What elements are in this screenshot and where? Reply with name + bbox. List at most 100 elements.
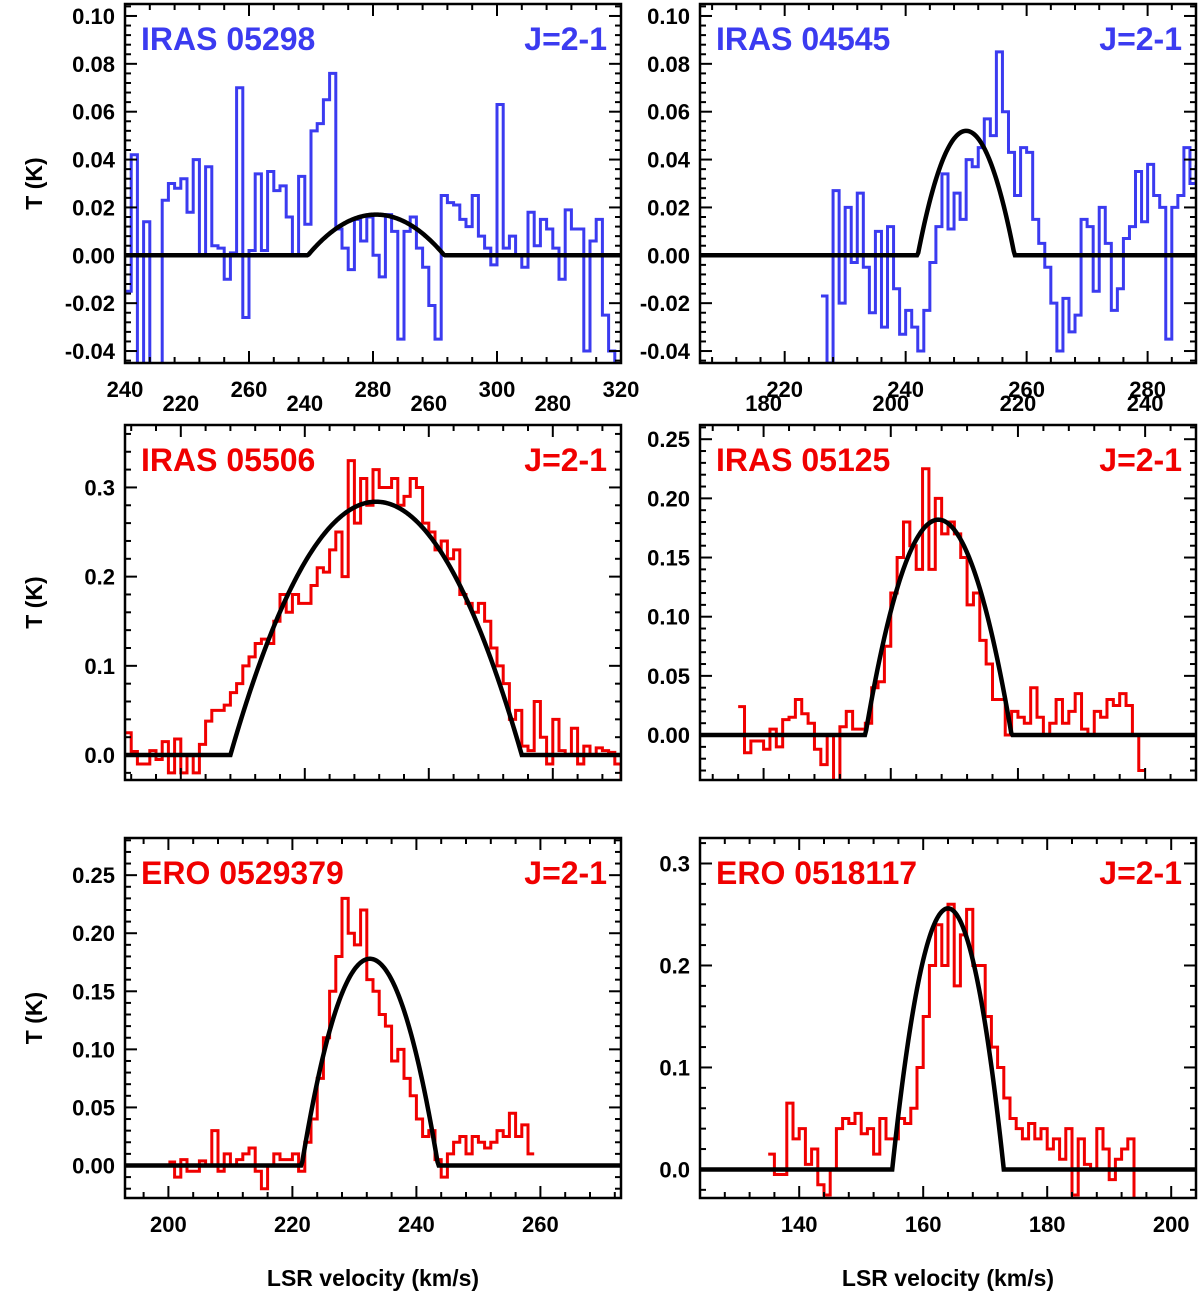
transition-label: J=2-1: [524, 442, 607, 478]
panel-title: IRAS 04545: [716, 21, 890, 57]
fit-curve: [700, 906, 1196, 1172]
x-axis-title: LSR velocity (km/s): [267, 1265, 479, 1291]
y-tick-label: 0.08: [72, 52, 115, 77]
panel-1: -0.04 -0.02 0.00 0.02 0.04 0.06 0.08 0.10 240 260…: [21, 2, 640, 402]
x-tick-label: 200: [150, 1212, 187, 1237]
plot-frame: [123, 836, 623, 1200]
fit-curve: [700, 128, 1196, 258]
x-tick-label: 220: [274, 1212, 311, 1237]
y-tick-label: 0.2: [84, 565, 115, 590]
x-tick-label: 220: [162, 391, 199, 416]
y-tick-label: 0.1: [659, 1055, 690, 1080]
panel-title: IRAS 05506: [141, 442, 315, 478]
x-tick-label: 260: [410, 391, 447, 416]
transition-label: J=2-1: [524, 855, 607, 891]
y-tick-label: 0.20: [647, 486, 690, 511]
x-tick-label: 280: [355, 377, 392, 402]
panel-title: IRAS 05298: [141, 21, 315, 57]
y-tick-label: 0.0: [84, 743, 115, 768]
x-tick-label: 240: [1127, 391, 1164, 416]
transition-label: J=2-1: [524, 21, 607, 57]
x-tick-label: 260: [522, 1212, 559, 1237]
y-tick-label: 0.15: [72, 979, 115, 1004]
x-tick-label: 220: [766, 377, 803, 402]
panel-title: ERO 0529379: [141, 855, 344, 891]
spectrum-series: [125, 71, 617, 363]
x-tick-label: 240: [286, 391, 323, 416]
plot-frame: [698, 2, 1198, 365]
plot-frame: [123, 423, 623, 782]
x-tick-label: 180: [745, 391, 782, 416]
y-tick-label: 0.10: [72, 1037, 115, 1062]
x-tick-label: 160: [905, 1212, 942, 1237]
spectrum-series: [820, 50, 1196, 363]
plot-area: [700, 902, 1196, 1198]
x-axis-title: LSR velocity (km/s): [842, 1265, 1054, 1291]
panel-title: IRAS 05125: [716, 442, 890, 478]
y-tick-label: 0.0: [659, 1157, 690, 1182]
y-axis-title: T (K): [21, 157, 47, 209]
spectrum-series: [125, 459, 621, 780]
y-tick-label: 0.15: [647, 546, 690, 571]
y-tick-label: 0.00: [647, 243, 690, 268]
plot-frame: [698, 423, 1198, 782]
x-tick-label: 240: [887, 377, 924, 402]
x-tick-label: 260: [1008, 377, 1045, 402]
y-tick-label: 0.2: [659, 953, 690, 978]
y-tick-label: -0.04: [65, 339, 116, 364]
panel-5: 0.00 0.05 0.10 0.15 0.20 0.25 200 220 240 260 T (K…: [21, 836, 623, 1291]
x-tick-label: 280: [1129, 377, 1166, 402]
y-tick-label: 0.00: [72, 243, 115, 268]
y-tick-label: 0.06: [647, 100, 690, 125]
y-tick-label: 0.10: [647, 4, 690, 29]
x-tick-label: 280: [534, 391, 571, 416]
y-tick-label: 0.25: [647, 427, 690, 452]
x-tick-label: 140: [781, 1212, 818, 1237]
x-tick-label: 200: [872, 391, 909, 416]
y-tick-label: 0.06: [72, 100, 115, 125]
transition-label: J=2-1: [1099, 442, 1182, 478]
plot-area: [700, 467, 1196, 780]
x-tick-label: 240: [107, 377, 144, 402]
x-tick-label: 180: [1029, 1212, 1066, 1237]
fit-curve: [125, 499, 621, 758]
panel-2: -0.04 -0.02 0.00 0.02 0.04 0.06 0.08 0.10 220 240…: [640, 2, 1198, 402]
y-tick-label: 0.3: [84, 475, 115, 500]
plot-area: [125, 459, 621, 780]
plot-area: [125, 896, 621, 1191]
spectrum-series: [738, 467, 1146, 780]
plot-area: [125, 71, 621, 363]
y-tick-label: -0.02: [640, 291, 690, 316]
x-tick-label: 200: [1153, 1212, 1190, 1237]
y-tick-label: -0.04: [640, 339, 691, 364]
transition-label: J=2-1: [1099, 855, 1182, 891]
y-tick-label: 0.08: [647, 52, 690, 77]
y-tick-label: 0.00: [647, 723, 690, 748]
y-tick-label: 0.10: [647, 605, 690, 630]
y-tick-label: 0.20: [72, 921, 115, 946]
transition-label: J=2-1: [1099, 21, 1182, 57]
fit-curve: [125, 956, 621, 1168]
y-tick-label: 0.02: [72, 195, 115, 220]
y-tick-label: -0.02: [65, 291, 115, 316]
panel-6: 0.0 0.1 0.2 0.3 140 160 180 200 LSR velocity (km…: [659, 836, 1198, 1291]
y-tick-label: 0.02: [647, 195, 690, 220]
panel-4: 0.00 0.05 0.10 0.15 0.20 0.25 180 200 220 240 IRAS…: [647, 391, 1198, 782]
fit-curve: [700, 517, 1196, 738]
panel-title: ERO 0518117: [716, 855, 917, 891]
y-tick-label: 0.25: [72, 863, 115, 888]
y-tick-label: 0.05: [72, 1095, 115, 1120]
y-tick-label: 0.04: [647, 148, 691, 173]
x-tick-label: 220: [1000, 391, 1037, 416]
y-axis-title: T (K): [21, 992, 47, 1044]
y-tick-label: 0.10: [72, 4, 115, 29]
x-tick-label: 240: [398, 1212, 435, 1237]
y-axis-title: T (K): [21, 576, 47, 628]
plot-area: [700, 50, 1196, 363]
y-tick-label: 0.1: [84, 654, 115, 679]
y-tick-label: 0.3: [659, 851, 690, 876]
fit-curve: [125, 212, 621, 258]
x-tick-label: 320: [603, 377, 640, 402]
y-tick-label: 0.04: [72, 148, 116, 173]
